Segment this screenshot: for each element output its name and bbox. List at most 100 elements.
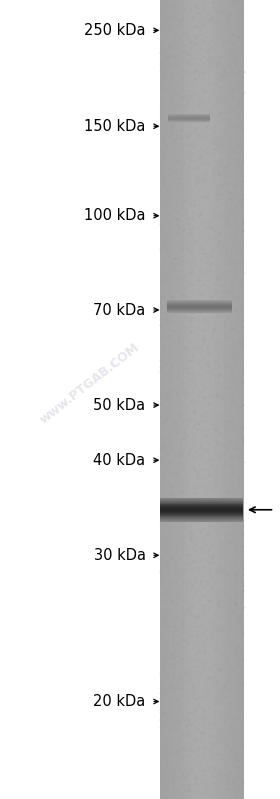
Bar	[202, 0, 203, 799]
Bar	[160, 506, 244, 519]
Bar	[183, 0, 184, 799]
Bar	[185, 0, 186, 799]
Bar	[181, 0, 182, 799]
Bar	[160, 439, 244, 453]
Bar	[165, 0, 166, 799]
Bar	[171, 0, 172, 799]
Bar	[239, 0, 241, 799]
Bar	[160, 0, 244, 799]
Bar	[160, 745, 244, 759]
Bar	[160, 346, 244, 360]
Bar	[208, 0, 209, 799]
Bar	[160, 146, 244, 160]
Bar	[224, 0, 225, 799]
Text: www.PTGAB.COM: www.PTGAB.COM	[37, 340, 142, 427]
Bar	[204, 0, 205, 799]
Bar	[182, 0, 183, 799]
Bar	[160, 426, 244, 439]
Text: 20 kDa: 20 kDa	[93, 694, 146, 709]
Bar	[223, 0, 224, 799]
Bar	[209, 0, 210, 799]
Bar	[206, 0, 207, 799]
Bar	[160, 400, 244, 413]
Bar	[160, 0, 161, 799]
Bar	[166, 0, 167, 799]
Bar	[214, 0, 215, 799]
Bar	[167, 0, 168, 799]
Bar	[186, 0, 187, 799]
Bar	[173, 0, 174, 799]
Bar	[232, 0, 233, 799]
Bar	[160, 559, 244, 573]
Bar	[175, 0, 176, 799]
Bar	[230, 0, 231, 799]
Bar	[160, 466, 244, 479]
Bar	[160, 519, 244, 533]
Bar	[160, 26, 244, 40]
Bar	[212, 0, 213, 799]
Bar	[160, 160, 244, 173]
Bar	[160, 93, 244, 106]
Text: 40 kDa: 40 kDa	[94, 453, 146, 467]
Bar	[160, 693, 244, 706]
Bar	[160, 386, 244, 400]
Bar	[160, 200, 244, 213]
Bar	[189, 0, 190, 799]
Bar	[163, 0, 164, 799]
Bar	[234, 0, 235, 799]
Bar	[160, 719, 244, 733]
Bar	[168, 0, 169, 799]
Bar	[160, 173, 244, 186]
Bar	[179, 0, 181, 799]
Bar	[216, 0, 217, 799]
Bar	[203, 0, 204, 799]
Bar	[226, 0, 227, 799]
Bar	[160, 14, 244, 26]
Bar	[160, 320, 244, 333]
Text: 150 kDa: 150 kDa	[84, 119, 146, 133]
Bar	[211, 0, 212, 799]
Bar	[176, 0, 178, 799]
Bar	[236, 0, 237, 799]
Bar	[210, 0, 211, 799]
Bar	[160, 626, 244, 639]
Bar	[241, 0, 242, 799]
Bar	[160, 533, 244, 546]
Bar	[228, 0, 229, 799]
Bar	[160, 666, 244, 679]
Bar	[160, 573, 244, 586]
Bar	[227, 0, 228, 799]
Bar	[160, 639, 244, 653]
Bar	[160, 266, 244, 280]
Bar	[160, 373, 244, 386]
Bar	[160, 773, 244, 785]
Bar	[242, 0, 244, 799]
Bar	[160, 759, 244, 773]
Text: 250 kDa: 250 kDa	[84, 23, 146, 38]
Bar	[190, 0, 191, 799]
Bar	[160, 493, 244, 506]
Bar	[160, 733, 244, 745]
Bar	[162, 0, 163, 799]
Bar	[178, 0, 179, 799]
Bar	[184, 0, 185, 799]
Bar	[229, 0, 230, 799]
Bar	[160, 40, 244, 54]
Bar	[207, 0, 208, 799]
Bar	[160, 360, 244, 373]
Bar	[160, 253, 244, 266]
Bar	[160, 66, 244, 80]
Bar	[217, 0, 218, 799]
Bar	[192, 0, 193, 799]
Bar	[169, 0, 170, 799]
Bar	[160, 613, 244, 626]
Bar	[160, 306, 244, 320]
Bar	[160, 226, 244, 240]
Bar	[238, 0, 239, 799]
Bar	[191, 0, 192, 799]
Bar	[197, 0, 199, 799]
Text: 70 kDa: 70 kDa	[93, 303, 146, 317]
Bar	[215, 0, 216, 799]
Bar	[220, 0, 221, 799]
Bar	[196, 0, 197, 799]
